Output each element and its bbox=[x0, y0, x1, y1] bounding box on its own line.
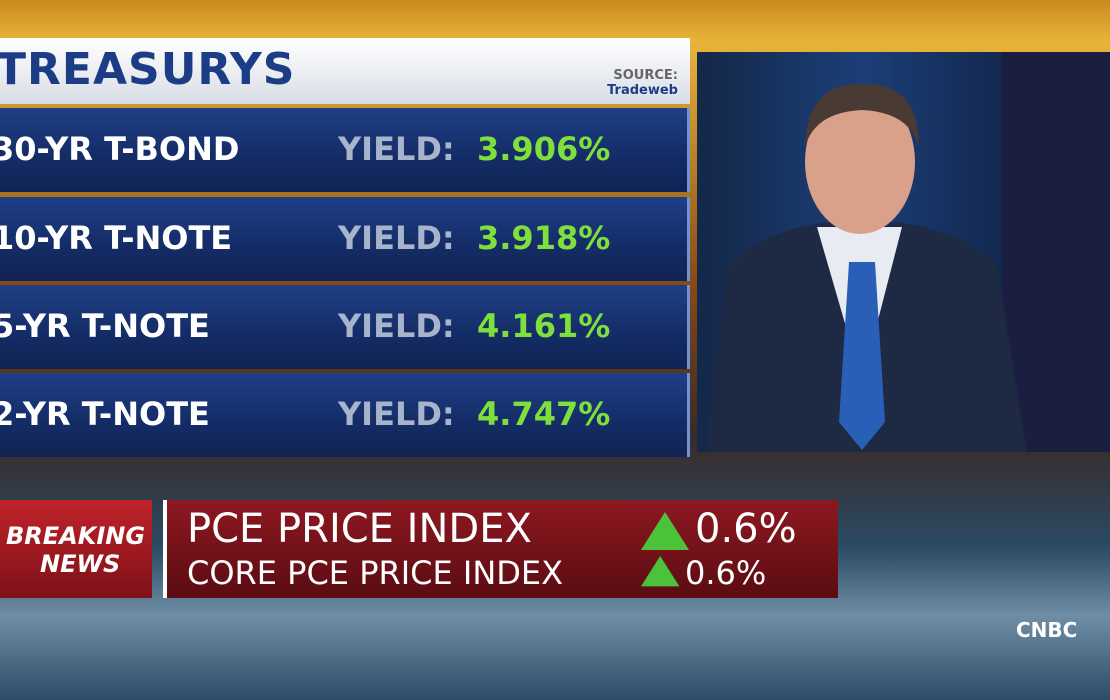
face bbox=[805, 90, 915, 234]
hair bbox=[805, 83, 919, 147]
yield-value: 3.906% bbox=[477, 130, 611, 168]
yield-row: 30-YR T-BOND YIELD: 3.906% bbox=[0, 108, 690, 192]
source: SOURCE: Tradeweb bbox=[607, 68, 678, 98]
yield-row: 5-YR T-NOTE YIELD: 4.161% bbox=[0, 285, 690, 369]
yield-value: 4.747% bbox=[477, 395, 611, 433]
video-feed bbox=[697, 52, 1110, 452]
bond-label: 10-YR T-NOTE bbox=[0, 219, 233, 257]
yield-value: 3.918% bbox=[477, 219, 611, 257]
yield-value: 4.161% bbox=[477, 307, 611, 345]
ticker-value: 0.6% bbox=[695, 506, 797, 552]
anchor-video bbox=[707, 52, 1110, 452]
tie bbox=[839, 262, 885, 450]
panel-header: TREASURYS SOURCE: Tradeweb bbox=[0, 38, 690, 104]
ticker-label: PCE PRICE INDEX bbox=[187, 506, 532, 552]
network-logo: CNBC bbox=[1016, 618, 1078, 642]
yield-label: YIELD: bbox=[338, 395, 455, 433]
yield-label: YIELD: bbox=[338, 219, 455, 257]
bond-label: 2-YR T-NOTE bbox=[0, 395, 210, 433]
panel-title: TREASURYS bbox=[0, 44, 296, 95]
bond-label: 5-YR T-NOTE bbox=[0, 307, 210, 345]
breaking-news-box: BREAKING NEWS bbox=[0, 500, 152, 598]
ticker: PCE PRICE INDEX 0.6% CORE PCE PRICE INDEX 0… bbox=[163, 500, 838, 598]
bond-label: 30-YR T-BOND bbox=[0, 130, 240, 168]
source-label: SOURCE: bbox=[613, 68, 678, 83]
yield-row: 2-YR T-NOTE YIELD: 4.747% bbox=[0, 373, 690, 457]
up-arrow bbox=[641, 512, 689, 550]
yield-label: YIELD: bbox=[338, 307, 455, 345]
ticker-label: CORE PCE PRICE INDEX bbox=[187, 554, 564, 592]
news-text: NEWS bbox=[40, 550, 121, 578]
up-arrow bbox=[641, 556, 680, 587]
ticker-value: 0.6% bbox=[685, 554, 767, 592]
yield-row: 10-YR T-NOTE YIELD: 3.918% bbox=[0, 197, 690, 281]
backdrop bbox=[1002, 52, 1110, 452]
source-name: Tradeweb bbox=[607, 83, 678, 98]
treasury-panel: TREASURYS SOURCE: Tradeweb 30-YR T-BOND Y… bbox=[0, 38, 690, 460]
yield-label: YIELD: bbox=[338, 130, 455, 168]
breaking-text: BREAKING bbox=[6, 522, 146, 550]
